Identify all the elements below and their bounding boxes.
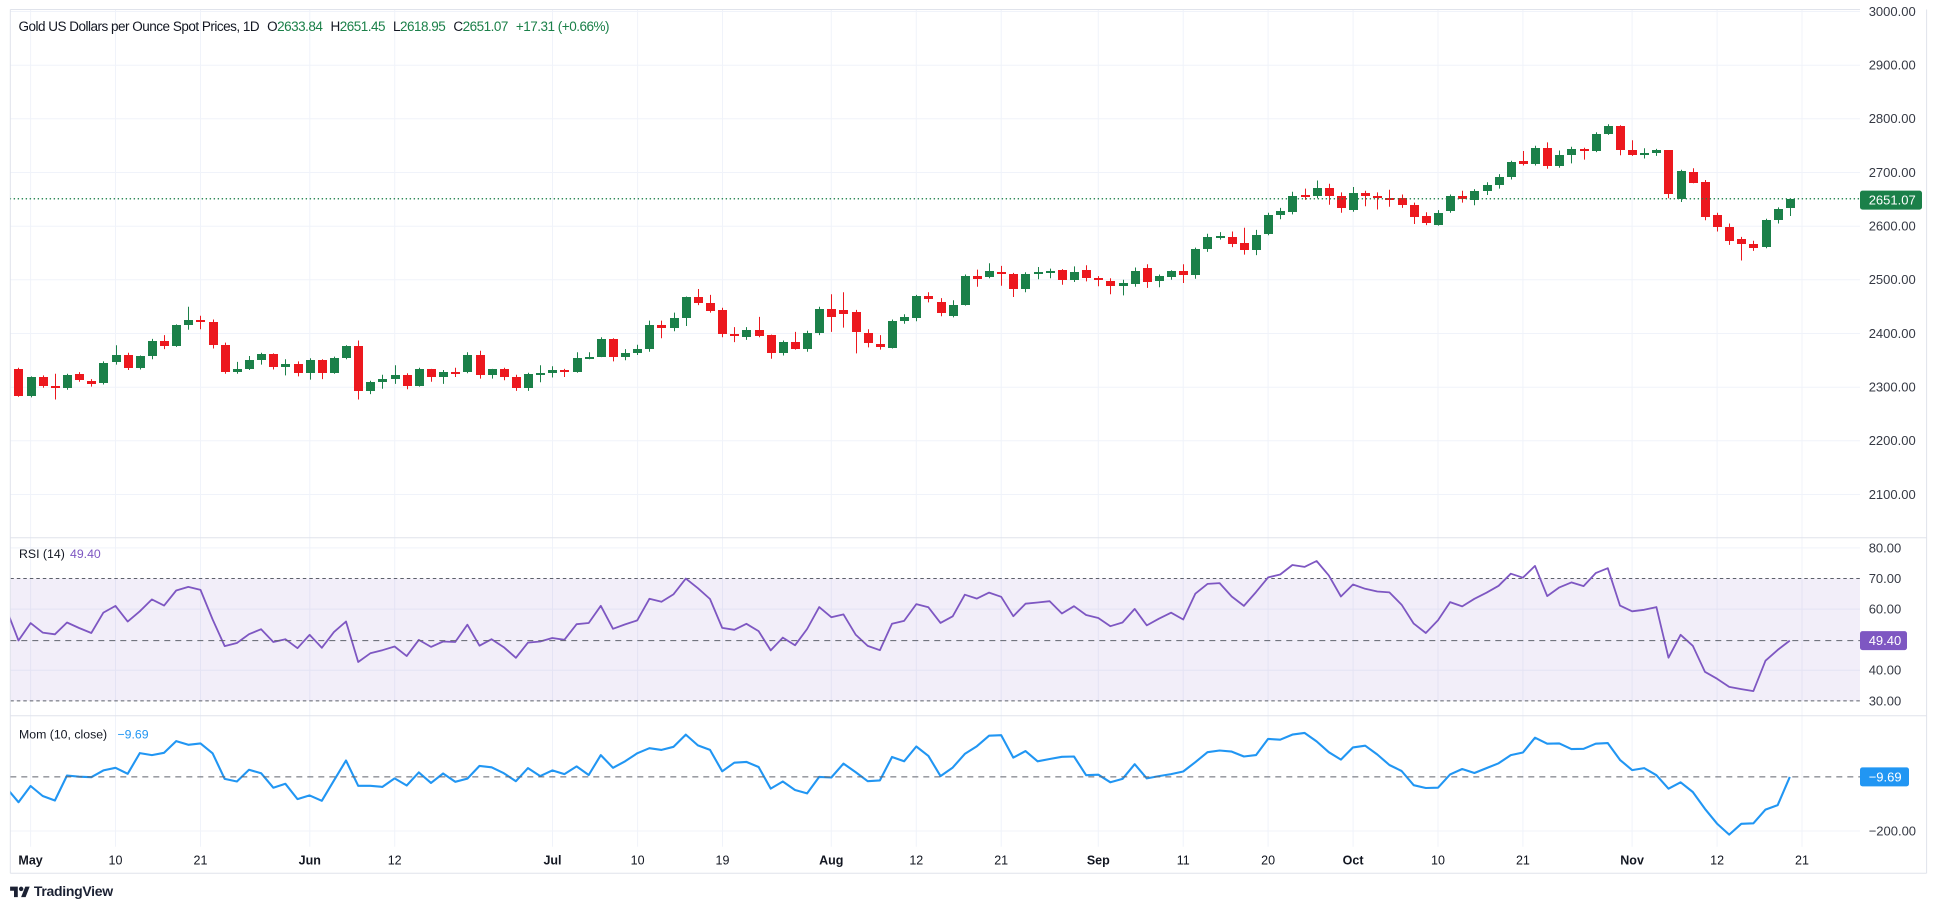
svg-text:70.00: 70.00 <box>1869 571 1902 586</box>
svg-text:Gold US Dollars per Ounce Spot: Gold US Dollars per Ounce Spot Prices, 1… <box>19 19 609 34</box>
svg-text:3000.00: 3000.00 <box>1869 4 1916 19</box>
svg-text:2300.00: 2300.00 <box>1869 380 1916 395</box>
svg-text:12: 12 <box>909 854 923 868</box>
svg-text:Aug: Aug <box>819 854 843 868</box>
svg-text:49.40: 49.40 <box>1869 633 1902 648</box>
svg-text:80.00: 80.00 <box>1869 540 1902 555</box>
svg-text:Sep: Sep <box>1087 854 1110 868</box>
svg-text:10: 10 <box>631 854 645 868</box>
svg-text:2100.00: 2100.00 <box>1869 487 1916 502</box>
svg-text:2400.00: 2400.00 <box>1869 326 1916 341</box>
svg-text:2651.07: 2651.07 <box>1869 193 1916 208</box>
svg-text:19: 19 <box>716 854 730 868</box>
svg-text:30.00: 30.00 <box>1869 693 1902 708</box>
svg-text:2600.00: 2600.00 <box>1869 219 1916 234</box>
svg-text:21: 21 <box>194 854 208 868</box>
svg-text:Jun: Jun <box>299 854 321 868</box>
svg-text:21: 21 <box>1795 854 1809 868</box>
svg-text:12: 12 <box>388 854 402 868</box>
svg-text:21: 21 <box>1516 854 1530 868</box>
svg-text:10: 10 <box>109 854 123 868</box>
svg-text:21: 21 <box>994 854 1008 868</box>
svg-text:TradingView: TradingView <box>34 883 113 899</box>
svg-text:RSI (14)49.40: RSI (14) 49.40 <box>19 547 101 561</box>
svg-text:−9.69: −9.69 <box>1869 769 1902 784</box>
svg-text:2200.00: 2200.00 <box>1869 433 1916 448</box>
svg-text:May: May <box>18 854 42 868</box>
svg-text:Oct: Oct <box>1343 854 1365 868</box>
svg-text:20: 20 <box>1261 854 1275 868</box>
svg-text:2500.00: 2500.00 <box>1869 272 1916 287</box>
svg-text:40.00: 40.00 <box>1869 663 1902 678</box>
svg-text:2800.00: 2800.00 <box>1869 111 1916 126</box>
svg-text:12: 12 <box>1710 854 1724 868</box>
svg-text:10: 10 <box>1431 854 1445 868</box>
svg-text:60.00: 60.00 <box>1869 602 1902 617</box>
svg-text:2700.00: 2700.00 <box>1869 165 1916 180</box>
svg-text:Mom (10, close)−9.69: Mom (10, close) −9.69 <box>19 727 149 741</box>
svg-text:2900.00: 2900.00 <box>1869 58 1916 73</box>
svg-text:Nov: Nov <box>1620 854 1644 868</box>
svg-text:−200.00: −200.00 <box>1869 823 1916 838</box>
svg-text:11: 11 <box>1177 854 1190 868</box>
svg-text:Jul: Jul <box>543 854 561 868</box>
